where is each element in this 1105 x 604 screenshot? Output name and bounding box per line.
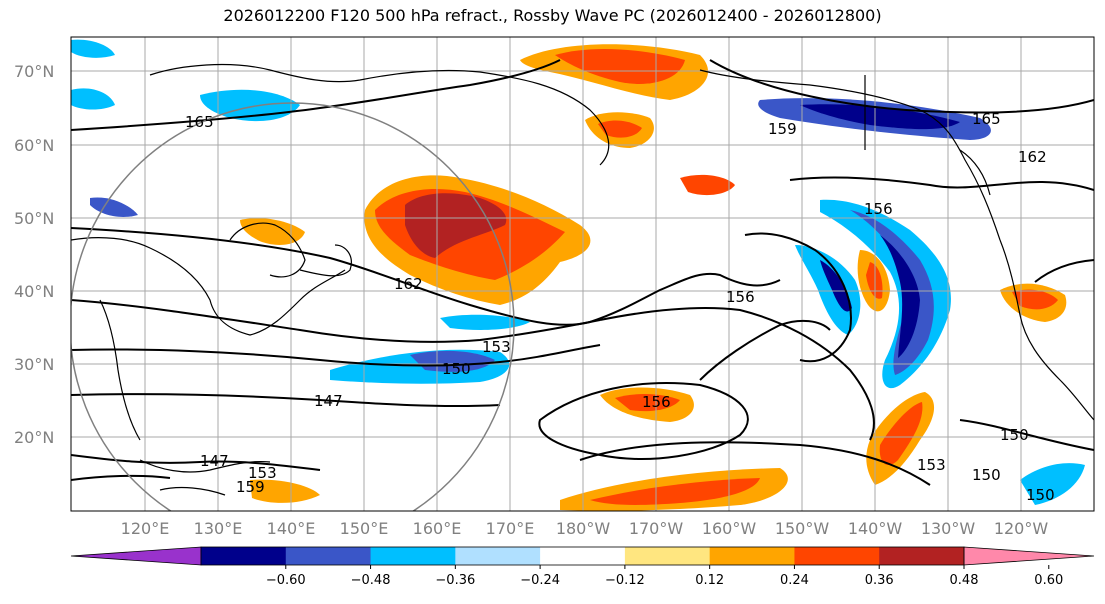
lon-label: 120°W — [994, 519, 1049, 538]
contour-label: 153 — [917, 456, 946, 474]
colorbar-swatch — [794, 547, 880, 565]
latitude-labels: 70°N 60°N 50°N 40°N 30°N 20°N — [14, 62, 54, 447]
lat-label: 60°N — [14, 136, 54, 155]
colorbar-swatch — [455, 547, 541, 565]
lon-label: 130°E — [194, 519, 243, 538]
colorbar-swatch — [540, 547, 626, 565]
map-frame — [70, 36, 1095, 512]
lon-label: 170°E — [486, 519, 535, 538]
contour-label: 159 — [236, 478, 265, 496]
contour-label: 153 — [248, 464, 277, 482]
lon-label: 170°W — [629, 519, 684, 538]
lat-label: 40°N — [14, 282, 54, 301]
colorbar-swatch — [201, 547, 287, 565]
longitude-labels: 120°E 130°E 140°E 150°E 160°E 170°E 180°… — [121, 519, 1049, 538]
lon-label: 140°E — [267, 519, 316, 538]
lon-label: 120°E — [121, 519, 170, 538]
contour-labels: 165 159 165 162 156 162 156 153 150 147 … — [185, 110, 1055, 504]
map-title: 2026012200 F120 500 hPa refract., Rossby… — [223, 6, 882, 25]
contour-label: 162 — [394, 275, 423, 293]
lon-label: 160°W — [702, 519, 757, 538]
contour-label: 147 — [200, 452, 229, 470]
colorbar-swatch — [370, 547, 456, 565]
colorbar-tick-label: −0.12 — [605, 573, 645, 588]
graticule — [71, 37, 1094, 511]
lon-label: 150°E — [340, 519, 389, 538]
colorbar: −0.60 −0.48 −0.36 −0.24 −0.12 0.12 0.24 0.36 0.4… — [70, 546, 1095, 588]
colorbar-tick-label: 0.24 — [780, 573, 809, 588]
contour-label: 153 — [482, 338, 511, 356]
lat-label: 30°N — [14, 355, 54, 374]
contour-label: 150 — [1000, 426, 1029, 444]
colorbar-tick-label: −0.36 — [435, 573, 475, 588]
height-contours — [71, 59, 1094, 486]
lon-label: 180°W — [556, 519, 611, 538]
great-circle-ring — [71, 102, 515, 511]
contour-label: 162 — [1018, 148, 1047, 166]
contour-label: 165 — [972, 110, 1001, 128]
colorbar-outline — [200, 546, 965, 566]
colorbar-tick-label: 0.48 — [950, 573, 979, 588]
colorbar-swatch — [285, 547, 372, 565]
lat-label: 70°N — [14, 62, 54, 81]
lon-label: 140°W — [848, 519, 903, 538]
lon-label: 150°W — [775, 519, 830, 538]
lat-label: 20°N — [14, 428, 54, 447]
contour-label: 165 — [185, 113, 214, 131]
contour-label: 150 — [442, 360, 471, 378]
map-panel: 165 159 165 162 156 162 156 153 150 147 … — [71, 37, 1094, 511]
contour-label: 156 — [726, 288, 755, 306]
contour-label: 150 — [1026, 486, 1055, 504]
contour-label: 147 — [314, 392, 343, 410]
colorbar-tick-label: 0.60 — [1034, 573, 1063, 588]
contour-label: 156 — [642, 393, 671, 411]
colorbar-extension-max — [963, 546, 1095, 566]
coastlines — [71, 63, 1094, 496]
positive-anomaly-fields — [240, 44, 1067, 511]
contour-label: 159 — [768, 120, 797, 138]
colorbar-extension-min — [70, 546, 202, 566]
contour-label: 150 — [972, 466, 1001, 484]
colorbar-tick-label: −0.48 — [351, 573, 391, 588]
contour-label: 156 — [864, 200, 893, 218]
colorbar-swatch — [624, 547, 711, 565]
colorbar-swatch — [709, 547, 795, 565]
lat-label: 50°N — [14, 209, 54, 228]
colorbar-tick-label: −0.60 — [266, 573, 306, 588]
lon-label: 130°W — [921, 519, 976, 538]
colorbar-swatch — [879, 547, 965, 565]
colorbar-tick-label: 0.12 — [695, 573, 724, 588]
colorbar-tick-label: 0.36 — [865, 573, 894, 588]
colorbar-tick-label: −0.24 — [520, 573, 560, 588]
lon-label: 160°E — [413, 519, 462, 538]
